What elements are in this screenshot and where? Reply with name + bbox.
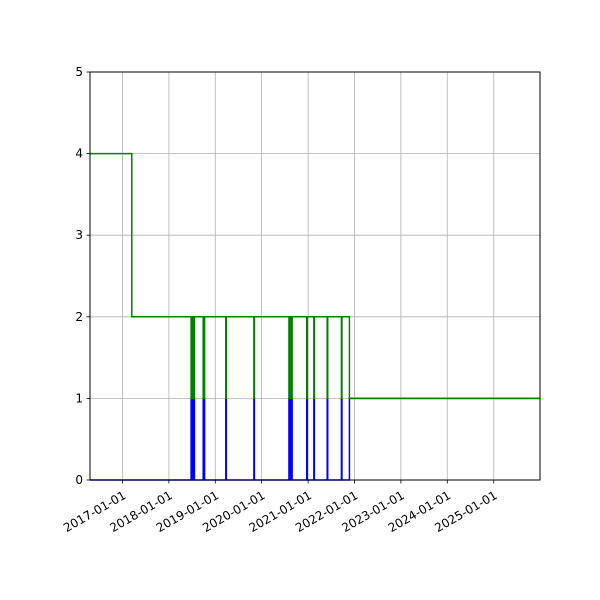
series-1-line	[90, 152, 540, 400]
y-tick-label-1: 1	[75, 391, 83, 405]
y-tick-label-0: 0	[75, 473, 83, 487]
plot-frame	[89, 71, 541, 481]
y-tick-label-4: 4	[75, 147, 83, 161]
y-tick-label-3: 3	[75, 228, 83, 242]
y-tick-label-5: 5	[75, 65, 83, 79]
y-tick-label-2: 2	[75, 310, 83, 324]
